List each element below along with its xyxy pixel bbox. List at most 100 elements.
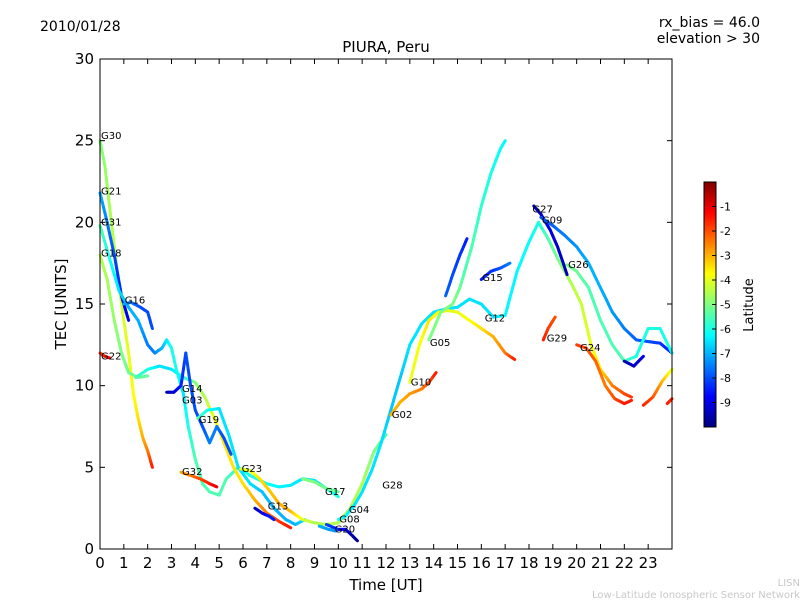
y-tick-label: 25 [75,132,94,150]
satellite-label-g32: G32 [182,467,202,478]
series-g18 [98,253,150,379]
y-axis-label: TEC [UNITS] [52,259,70,351]
satellite-label-g30: G30 [101,131,121,142]
series-g20 [317,524,338,533]
satellite-label-g10: G10 [411,377,431,388]
satellite-label-g18: G18 [101,248,121,259]
x-tick-label: 12 [376,554,395,572]
series-g31-segment [334,493,340,499]
series-g05-segment [502,139,507,144]
satellite-label-g23: G23 [242,464,262,475]
series-g15 [444,237,469,298]
series-g06 [665,397,674,406]
series-g28-segment [628,395,633,399]
satellite-label-g15: G15 [482,273,502,284]
series-g09 [539,215,674,355]
x-tick-label: 15 [448,554,467,572]
x-tick-label: 11 [353,554,372,572]
series-g21-segment [125,314,131,322]
series-g26 [565,263,674,363]
x-tick-label: 5 [214,554,224,572]
series-g22 [98,351,111,360]
satellite-label-g09: G09 [542,216,562,227]
series-g02-segment [433,371,438,376]
x-tick-label: 3 [167,554,177,572]
series-g28 [351,220,633,510]
footer-brand: LISN [778,578,800,589]
satellite-label-g14: G14 [182,384,202,395]
series-g24 [575,343,633,406]
x-axis-ticks: 0 1 2 3 4 5 6 7 8 9 10 11 12 13 14 15 16 17 18 19 20 21 22 23 [95,59,658,572]
series-g27-segment [564,268,569,277]
series-g05 [427,139,507,342]
series-g12-segment [506,261,512,266]
satellite-label-g12: G12 [485,314,505,325]
series-g11-segment [640,354,645,360]
colorbar-tick-label: -2 [720,225,731,238]
x-tick-label: 7 [262,554,272,572]
y-tick-label: 30 [75,50,94,68]
series-g32-segment [214,484,219,489]
series-g13 [253,506,276,522]
y-tick-label: 20 [75,213,94,231]
x-tick-label: 13 [400,554,419,572]
satellite-label-g19: G19 [199,415,219,426]
satellite-label-g24: G24 [580,343,600,354]
series-g30-segment [150,463,154,469]
satellite-label-g22: G22 [101,351,121,362]
series-g19 [196,407,307,526]
series-g03 [165,351,233,456]
date-label: 2010/01/28 [40,19,121,35]
chart-title: PIURA, Peru [342,38,429,56]
x-axis-label: Time [UT] [348,576,422,594]
series-g16 [122,300,154,330]
series-g11 [622,354,645,368]
colorbar-tick-label: -7 [720,348,731,361]
elevation-label: elevation > 30 [657,31,760,47]
x-tick-label: 9 [310,554,320,572]
colorbar-tick-label: -1 [720,201,731,214]
satellite-label-g28: G28 [382,480,402,491]
x-tick-label: 17 [496,554,515,572]
colorbar-tick-label: -3 [720,250,731,263]
colorbar-label: Latitude [742,278,757,332]
x-tick-label: 23 [639,554,658,572]
x-tick-label: 8 [286,554,296,572]
x-tick-label: 4 [191,554,201,572]
series-g32 [179,470,219,489]
satellite-label-g27: G27 [532,204,552,215]
satellite-label-g05: G05 [430,338,450,349]
series-g04 [324,523,359,543]
y-axis-ticks: 0 5 10 15 20 25 30 [75,50,672,558]
footer-network: Low-Latitude Ionospheric Sensor Network [592,590,800,600]
satellite-label-g03: G03 [182,395,202,406]
satellite-label-g21: G21 [101,186,121,197]
satellite-label-g08: G08 [339,515,359,526]
x-tick-label: 1 [119,554,129,572]
series-g12 [479,261,512,281]
satellite-label-g17: G17 [325,487,345,498]
series-g14-segment [287,525,293,530]
x-tick-label: 19 [543,554,562,572]
series-g17-segment [334,489,340,494]
x-tick-label: 6 [238,554,248,572]
colorbar-tick-label: -6 [720,323,731,336]
series-g25 [641,367,674,407]
rx-bias-label: rx_bias = 46.0 [659,15,760,31]
satellite-label-g04: G04 [349,505,369,516]
series-g15-segment [464,237,469,243]
y-tick-label: 10 [75,377,94,395]
x-tick-label: 14 [424,554,443,572]
x-tick-label: 10 [329,554,348,572]
series-g04-segment [355,538,359,543]
colorbar-tick-label: -4 [720,274,731,287]
series-g13-segment [271,517,276,522]
colorbar-strip [704,182,716,427]
plot-series-layer [98,139,674,543]
colorbar-tick-label: -5 [720,299,731,312]
satellite-label-g13: G13 [268,502,288,513]
series-g08 [336,505,355,522]
satellite-label-g16: G16 [125,296,145,307]
series-g02 [389,371,438,417]
